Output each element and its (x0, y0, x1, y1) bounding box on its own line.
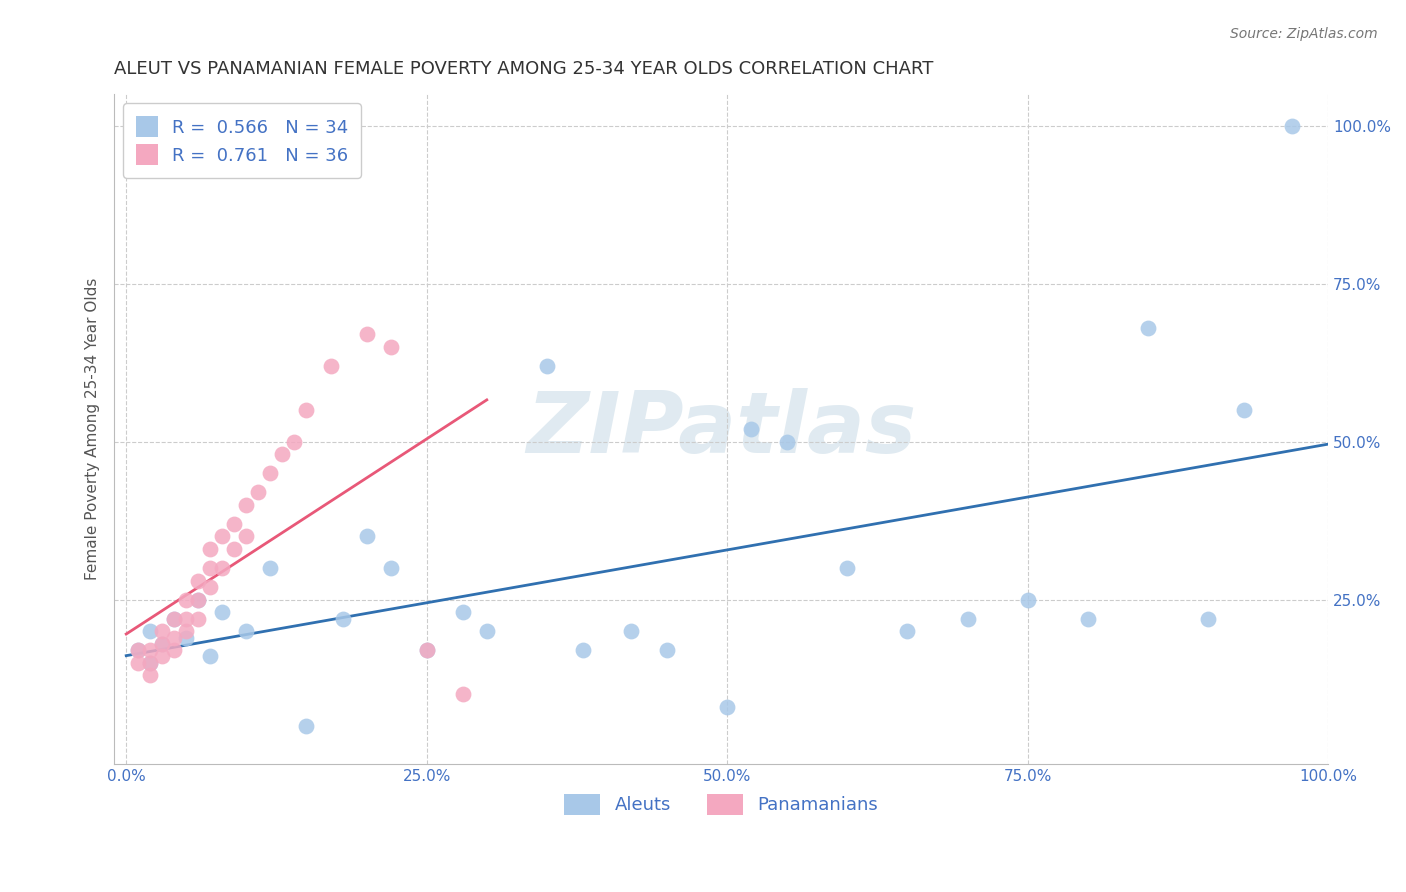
Point (127, 643, 149, 657)
Point (896, 624, 918, 639)
Point (536, 359, 558, 373)
Point (224, 516, 246, 531)
Point (380, 340, 402, 354)
Text: ZIPatlas: ZIPatlas (526, 388, 917, 471)
Point (211, 529, 233, 543)
Point (224, 542, 246, 557)
Point (572, 643, 595, 657)
Point (187, 574, 209, 588)
Point (211, 605, 233, 619)
Point (139, 656, 162, 670)
Point (150, 649, 173, 664)
Point (620, 624, 643, 639)
Point (127, 656, 149, 670)
Point (295, 403, 318, 417)
Point (415, 643, 437, 657)
Point (837, 561, 859, 575)
Point (187, 592, 209, 607)
Point (163, 611, 186, 625)
Point (259, 561, 281, 575)
Point (200, 649, 222, 664)
Point (1233, 403, 1256, 417)
Point (1281, 119, 1303, 133)
Point (200, 542, 222, 557)
Point (716, 700, 738, 714)
Point (200, 580, 222, 594)
Point (150, 637, 173, 651)
Point (259, 467, 281, 481)
Point (127, 643, 149, 657)
Point (139, 668, 162, 682)
Point (283, 434, 305, 449)
Point (380, 561, 402, 575)
Point (655, 643, 678, 657)
Point (163, 643, 186, 657)
Point (776, 434, 799, 449)
Point (356, 327, 378, 342)
Point (956, 611, 979, 625)
Point (295, 719, 318, 733)
Point (247, 485, 270, 500)
Point (139, 643, 162, 657)
Point (235, 624, 257, 639)
Point (1017, 592, 1039, 607)
Point (176, 631, 198, 645)
Point (200, 561, 222, 575)
Point (176, 624, 198, 639)
Point (1136, 321, 1159, 335)
Point (139, 624, 162, 639)
Point (139, 656, 162, 670)
Point (332, 611, 354, 625)
Point (451, 605, 474, 619)
Point (235, 529, 257, 543)
Point (163, 631, 186, 645)
Point (1197, 611, 1219, 625)
Point (150, 624, 173, 639)
Point (740, 422, 762, 436)
Y-axis label: Female Poverty Among 25-34 Year Olds: Female Poverty Among 25-34 Year Olds (86, 278, 100, 581)
Point (356, 529, 378, 543)
Point (235, 498, 257, 512)
Point (271, 447, 294, 461)
Point (475, 624, 498, 639)
Text: Source: ZipAtlas.com: Source: ZipAtlas.com (1230, 27, 1378, 41)
Point (176, 611, 198, 625)
Point (163, 611, 186, 625)
Point (150, 637, 173, 651)
Point (415, 643, 437, 657)
Point (187, 611, 209, 625)
Point (451, 687, 474, 701)
Point (187, 592, 209, 607)
Point (211, 561, 233, 575)
Point (1077, 611, 1099, 625)
Text: ALEUT VS PANAMANIAN FEMALE POVERTY AMONG 25-34 YEAR OLDS CORRELATION CHART: ALEUT VS PANAMANIAN FEMALE POVERTY AMONG… (114, 60, 934, 78)
Legend: Aleuts, Panamanians: Aleuts, Panamanians (557, 787, 886, 822)
Point (319, 359, 342, 373)
Point (176, 592, 198, 607)
